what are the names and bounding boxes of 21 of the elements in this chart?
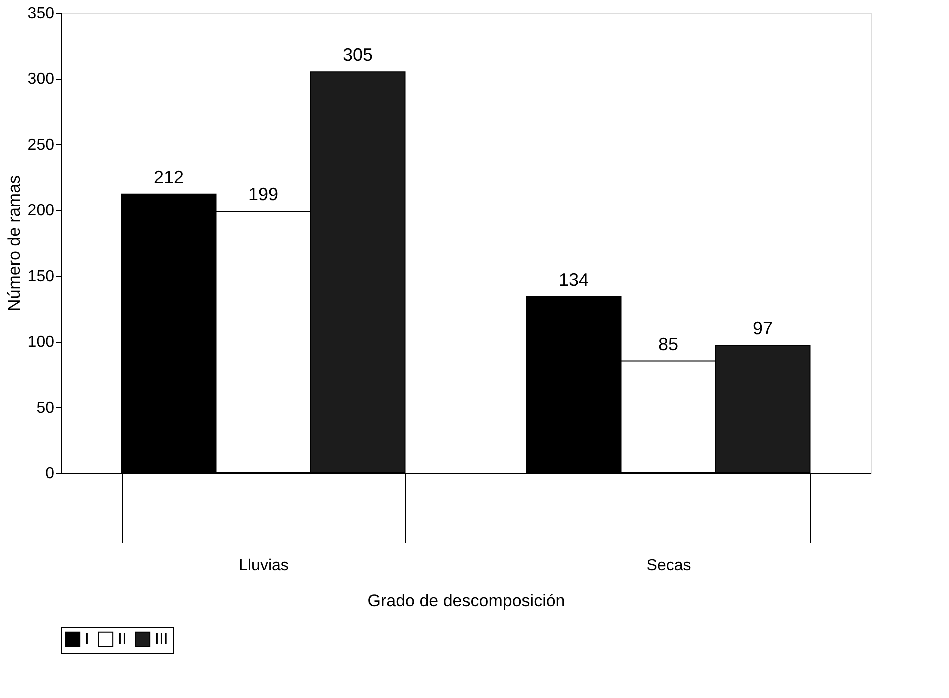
x-axis-title: Grado de descomposición	[368, 592, 566, 610]
legend-label: III	[155, 631, 168, 648]
data-label: 212	[154, 167, 184, 188]
legend-label: I	[85, 631, 90, 648]
x-tick-label: Secas	[646, 558, 692, 574]
data-label: 305	[342, 45, 374, 66]
y-tick-label: 150	[28, 268, 55, 286]
data-label: 97	[752, 318, 774, 339]
x-tick-label: Lluvias	[239, 558, 289, 574]
y-tick-label: 350	[28, 6, 55, 22]
data-label: 199	[248, 184, 279, 204]
data-label: 85	[658, 334, 679, 354]
y-tick-label: 100	[28, 334, 55, 352]
legend-label: II	[118, 631, 127, 648]
y-tick-label: 250	[28, 136, 55, 154]
y-axis-title: Número de ramas	[4, 175, 24, 312]
data-label: 134	[558, 270, 590, 290]
y-tick-label: 300	[28, 71, 55, 88]
y-tick-label: 50	[36, 400, 55, 417]
y-tick-label: 200	[28, 202, 55, 220]
y-tick-label: 0	[46, 466, 55, 482]
